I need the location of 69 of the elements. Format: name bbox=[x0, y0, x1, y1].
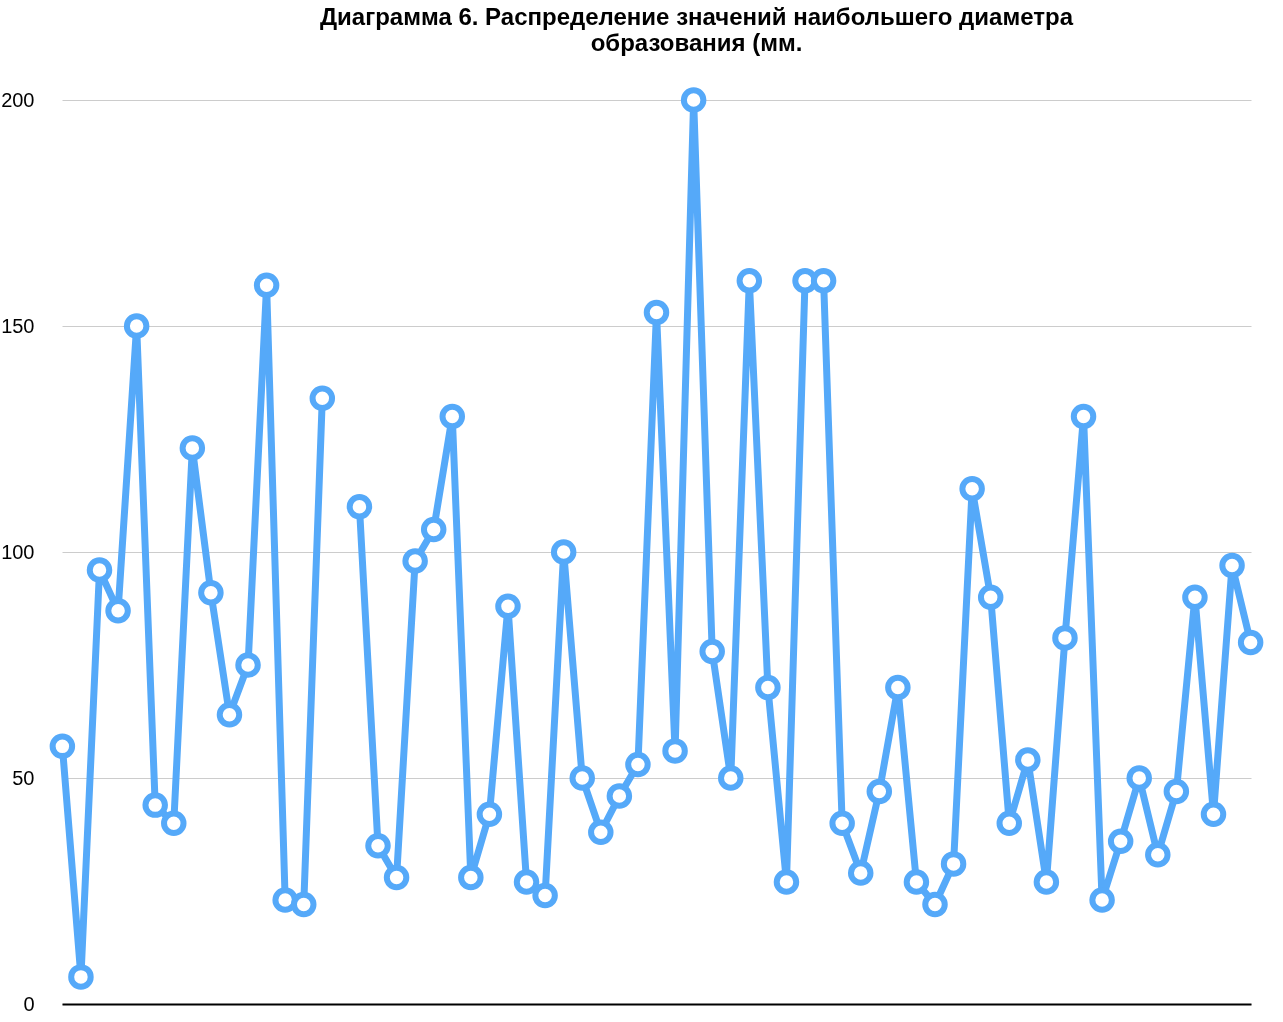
point bbox=[1200, 801, 1227, 827]
point bbox=[643, 299, 670, 326]
point bbox=[309, 385, 336, 412]
point bbox=[680, 87, 707, 113]
point bbox=[847, 860, 874, 886]
point bbox=[86, 557, 113, 583]
point bbox=[253, 272, 280, 299]
point bbox=[235, 652, 261, 678]
point bbox=[476, 801, 503, 827]
point bbox=[458, 864, 484, 891]
y-tick-label: 200 bbox=[1, 88, 35, 111]
point bbox=[903, 869, 930, 895]
point bbox=[550, 539, 577, 565]
point bbox=[829, 810, 855, 836]
point bbox=[105, 598, 131, 624]
point bbox=[272, 887, 298, 913]
point bbox=[290, 891, 317, 918]
point bbox=[1182, 584, 1208, 610]
point bbox=[439, 403, 466, 430]
point bbox=[810, 268, 837, 294]
point bbox=[885, 674, 911, 701]
point bbox=[1163, 778, 1190, 805]
point bbox=[1070, 403, 1097, 430]
point bbox=[940, 851, 967, 877]
point bbox=[1015, 747, 1041, 773]
point bbox=[161, 810, 187, 836]
y-tick-label: 50 bbox=[12, 766, 35, 789]
point bbox=[68, 964, 94, 990]
chart-title: Диаграмма 6. Распределение значений наибольшего диаметра образования (мм. bbox=[320, 3, 1074, 57]
point bbox=[755, 674, 781, 701]
point bbox=[1126, 765, 1152, 791]
point bbox=[346, 494, 373, 520]
point bbox=[402, 548, 428, 574]
point bbox=[198, 579, 224, 606]
point bbox=[773, 869, 800, 895]
point bbox=[123, 313, 150, 339]
point bbox=[959, 475, 985, 502]
point bbox=[49, 733, 76, 760]
point bbox=[977, 584, 1004, 610]
y-tick-label: 0 bbox=[23, 992, 35, 1015]
point bbox=[606, 783, 633, 809]
point bbox=[588, 819, 614, 845]
point bbox=[1089, 887, 1115, 913]
point bbox=[532, 882, 558, 909]
point bbox=[996, 810, 1023, 836]
y-tick-label: 100 bbox=[1, 540, 35, 563]
point bbox=[420, 516, 447, 543]
point bbox=[625, 751, 651, 778]
point bbox=[922, 891, 948, 918]
point bbox=[736, 268, 763, 294]
point bbox=[1145, 842, 1171, 868]
point bbox=[1237, 629, 1264, 656]
point bbox=[179, 435, 206, 461]
point bbox=[383, 864, 410, 891]
point bbox=[1219, 552, 1245, 579]
point bbox=[216, 701, 243, 728]
point bbox=[513, 869, 540, 895]
point bbox=[1052, 625, 1078, 651]
point bbox=[142, 792, 168, 818]
y-tick-label: 150 bbox=[1, 314, 35, 337]
point bbox=[495, 593, 521, 619]
point bbox=[662, 738, 688, 764]
point bbox=[866, 778, 893, 805]
point bbox=[569, 765, 595, 791]
point bbox=[718, 765, 744, 791]
point bbox=[1033, 869, 1060, 895]
point bbox=[365, 833, 391, 859]
point bbox=[1107, 828, 1134, 855]
point bbox=[699, 638, 725, 665]
